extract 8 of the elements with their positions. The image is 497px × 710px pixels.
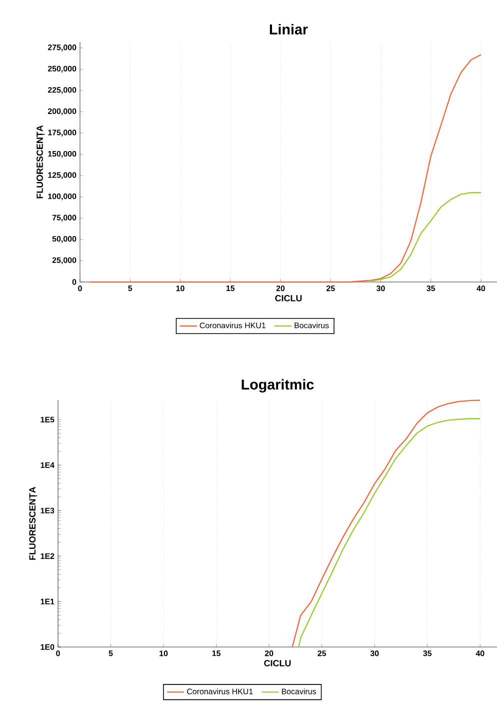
line-series	[370, 192, 482, 282]
x-axis-title: CICLU	[275, 295, 302, 302]
line-series	[89, 54, 482, 283]
y-axis-title: FLUORESCENȚA	[29, 486, 38, 560]
chart-title: Liniar	[270, 24, 308, 34]
chart-title: Logaritmic	[242, 379, 314, 393]
y-axis-title: FLUORESCENȚA	[36, 125, 45, 198]
x-axis-title: CICLU	[264, 660, 291, 666]
